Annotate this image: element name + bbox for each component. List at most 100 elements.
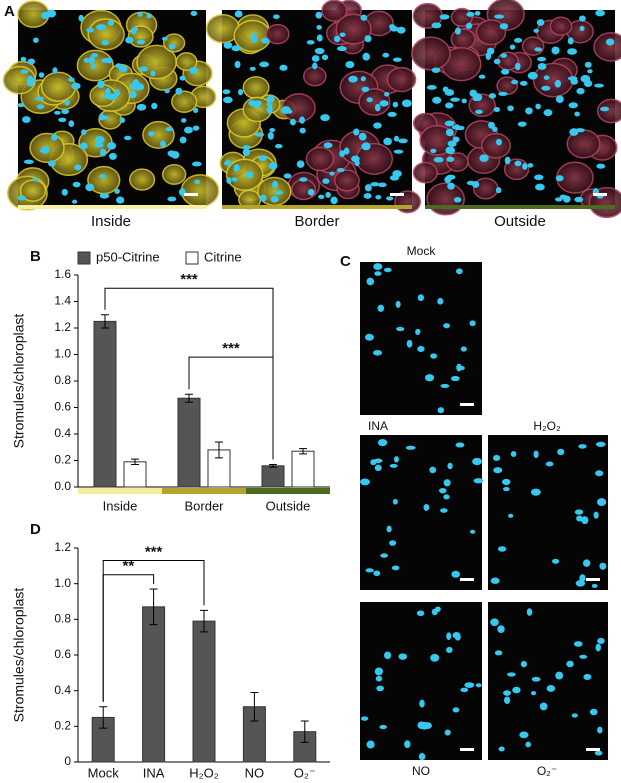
chloroplast <box>269 128 276 133</box>
chloroplast <box>392 498 398 505</box>
chloroplast <box>33 37 39 43</box>
cell <box>593 32 621 62</box>
chloroplast <box>377 182 387 188</box>
chloroplast <box>99 174 107 179</box>
chloroplast <box>499 23 509 30</box>
chloroplast <box>473 478 484 484</box>
chloroplast <box>79 142 88 150</box>
chloroplast <box>299 177 308 182</box>
chloroplast <box>579 574 586 582</box>
chloroplast <box>306 40 315 45</box>
chloroplast <box>323 142 333 149</box>
chloroplast <box>373 458 383 464</box>
chloroplast <box>181 118 187 123</box>
chloroplast <box>389 540 397 546</box>
cell <box>142 120 175 149</box>
panel-label: Border <box>294 213 339 230</box>
chloroplast <box>61 109 70 115</box>
chloroplast <box>94 135 105 144</box>
chloroplast <box>374 667 383 676</box>
chloroplast <box>437 407 445 414</box>
chloroplast <box>498 91 508 96</box>
chloroplast <box>72 181 81 188</box>
chloroplast <box>494 650 503 656</box>
chloroplast <box>600 106 610 112</box>
chloroplast <box>168 43 176 50</box>
chloroplast <box>594 83 604 88</box>
chloroplast <box>234 60 241 69</box>
chloroplast <box>88 56 95 65</box>
y-tick-label: 1.0 <box>54 576 71 590</box>
chloroplast <box>578 444 587 449</box>
chloroplast <box>446 632 452 640</box>
chloroplast <box>444 120 455 127</box>
chloroplast <box>372 349 383 356</box>
chloroplast <box>116 196 125 204</box>
chloroplast <box>423 504 430 511</box>
y-tick-label: 1.2 <box>54 320 71 334</box>
chloroplast <box>389 463 398 468</box>
y-tick-label: 0.2 <box>54 453 71 467</box>
chloroplast <box>374 103 381 112</box>
chloroplast <box>136 103 147 111</box>
cell <box>242 76 270 100</box>
chloroplast <box>83 58 90 63</box>
chloroplast <box>360 76 366 82</box>
micrograph <box>488 435 608 590</box>
chloroplast <box>445 128 454 137</box>
chloroplast <box>68 120 75 128</box>
chloroplast <box>373 570 381 577</box>
chloroplast <box>479 154 489 162</box>
chloroplast <box>578 15 586 22</box>
chloroplast <box>361 86 370 93</box>
chloroplast <box>396 26 406 34</box>
chloroplast <box>190 10 198 16</box>
bar <box>177 397 201 488</box>
chloroplast <box>58 117 67 123</box>
x-tick-label: Inside <box>103 498 138 513</box>
chloroplast <box>386 196 394 201</box>
chloroplast <box>566 660 574 668</box>
chloroplast <box>475 109 483 115</box>
chloroplast <box>568 102 578 109</box>
chloroplast <box>273 14 280 19</box>
chloroplast <box>574 196 584 203</box>
x-tick-label: Border <box>184 498 224 513</box>
cell <box>334 169 360 192</box>
panel-label: Outside <box>494 213 546 230</box>
chloroplast <box>446 156 455 162</box>
significance-bracket <box>102 559 205 702</box>
chloroplast <box>594 750 603 756</box>
y-axis-title: Stromules/chloroplast <box>11 314 27 449</box>
chloroplast <box>536 19 545 26</box>
cell <box>161 163 187 185</box>
chloroplast <box>446 646 453 653</box>
scale-bar <box>390 193 404 196</box>
chloroplast <box>440 508 448 513</box>
chloroplast <box>492 454 501 462</box>
chloroplast <box>555 95 564 104</box>
chloroplast <box>405 445 416 450</box>
chloroplast <box>502 486 510 492</box>
y-tick-label: 0.4 <box>54 683 71 697</box>
chloroplast <box>20 69 29 74</box>
chloroplast <box>531 488 541 496</box>
chloroplast <box>189 67 199 74</box>
chloroplast <box>420 721 429 730</box>
chloroplast <box>472 457 482 466</box>
chloroplast <box>531 691 537 696</box>
scale-bar <box>586 578 600 581</box>
chloroplast <box>525 107 533 115</box>
chloroplast <box>17 103 25 108</box>
cell <box>171 90 198 114</box>
chloroplast <box>512 686 521 694</box>
chloroplast <box>551 46 560 55</box>
chloroplast <box>159 140 166 148</box>
chloroplast <box>81 129 87 136</box>
chloroplast <box>99 113 105 121</box>
chloroplast <box>137 12 143 17</box>
chloroplast <box>442 86 449 93</box>
chloroplast <box>517 121 527 127</box>
chloroplast <box>554 197 563 202</box>
bar <box>192 620 216 763</box>
